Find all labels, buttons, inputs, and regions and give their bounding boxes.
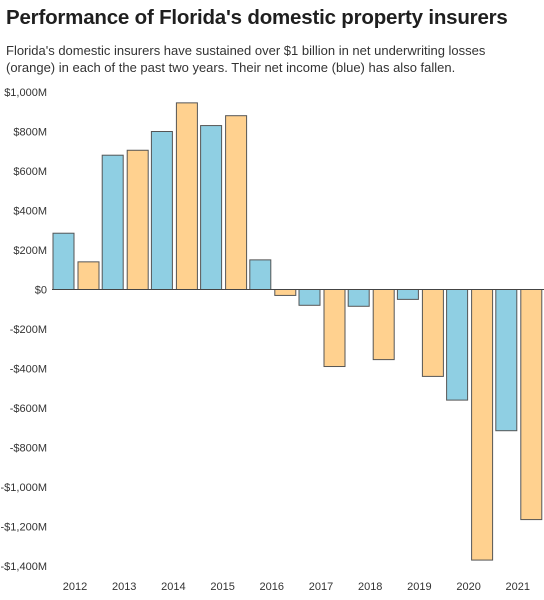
bar-underwriting-2015	[225, 115, 248, 290]
y-tick-label: $1,000M	[4, 87, 47, 99]
y-tick-label: $400M	[13, 206, 47, 218]
bar-net_income-2014	[150, 131, 173, 290]
y-tick-label: -$400M	[10, 364, 47, 376]
x-axis: 2012 2013 2014 2015 2016 2017 2018 2019 2020 2021	[63, 581, 530, 593]
bar-net_income-2020	[446, 289, 469, 401]
bar-underwriting-2019	[421, 289, 444, 377]
chart-subtitle: Florida's domestic insurers have sustain…	[6, 43, 486, 75]
x-tick-label: 2021	[506, 581, 530, 593]
x-tick-label: 2014	[161, 581, 185, 593]
x-tick-label: 2015	[210, 581, 234, 593]
y-tick-label: -$1,000M	[1, 482, 47, 494]
bar-underwriting-2014	[175, 102, 198, 290]
y-tick-label: -$600M	[10, 403, 47, 415]
x-tick-label: 2020	[456, 581, 480, 593]
x-tick-label: 2019	[407, 581, 431, 593]
x-tick-label: 2012	[63, 581, 87, 593]
bar-underwriting-2021	[520, 289, 543, 521]
bar-underwriting-2017	[323, 289, 346, 368]
bar-net_income-2021	[495, 289, 518, 432]
y-tick-label: $600M	[13, 166, 47, 178]
bar-underwriting-2012	[77, 261, 100, 291]
y-tick-label: $200M	[13, 245, 47, 257]
bar-net_income-2019	[396, 289, 419, 300]
y-tick-label: -$1,400M	[1, 561, 47, 573]
bar-net_income-2013	[101, 154, 124, 290]
y-tick-label: -$1,200M	[1, 522, 47, 534]
y-axis: $1,000M $800M $600M $400M $200M $0 -$200M -$400…	[1, 87, 47, 573]
bar-net_income-2017	[298, 289, 321, 306]
x-tick-label: 2016	[260, 581, 284, 593]
bar-underwriting-2018	[372, 289, 395, 361]
y-tick-label: -$200M	[10, 324, 47, 336]
chart-title: Performance of Florida's domestic proper…	[6, 6, 508, 29]
bars	[52, 102, 543, 561]
bar-underwriting-2020	[471, 289, 494, 561]
y-tick-label: $0	[35, 285, 47, 297]
y-tick-label: $800M	[13, 127, 47, 139]
bar-net_income-2012	[52, 232, 75, 290]
bar-net_income-2016	[249, 259, 272, 290]
x-tick-label: 2013	[112, 581, 136, 593]
x-tick-label: 2018	[358, 581, 382, 593]
bar-underwriting-2016	[274, 289, 297, 296]
x-tick-label: 2017	[309, 581, 333, 593]
y-tick-label: -$800M	[10, 443, 47, 455]
bar-net_income-2018	[347, 289, 370, 307]
bar-underwriting-2013	[126, 149, 149, 290]
bar-net_income-2015	[200, 125, 223, 290]
